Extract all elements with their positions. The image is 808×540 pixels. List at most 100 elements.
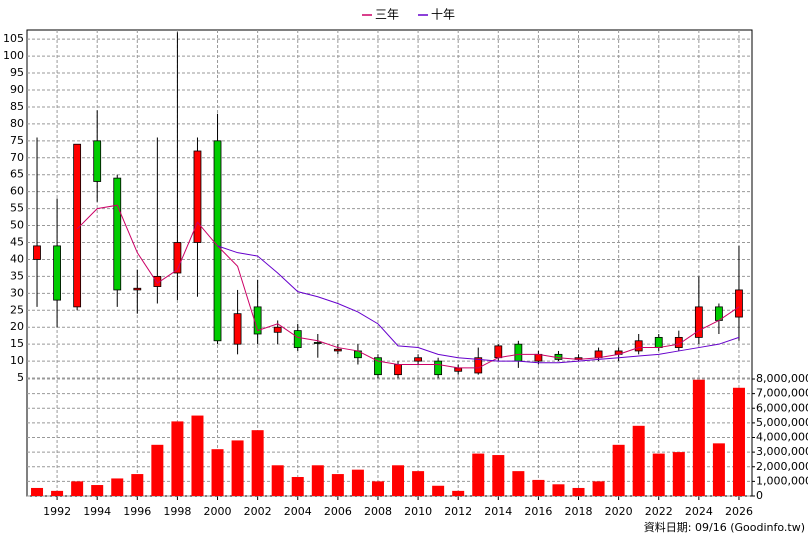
candle-body bbox=[474, 357, 483, 374]
volume-bar bbox=[732, 387, 745, 496]
candle-body bbox=[113, 177, 122, 291]
x-tick-label: 2018 bbox=[565, 505, 593, 518]
x-tick-label: 2010 bbox=[404, 505, 432, 518]
candle-body bbox=[293, 330, 302, 348]
volume-bar bbox=[412, 471, 425, 496]
y-tick-label: 60 bbox=[10, 185, 24, 198]
volume-bar bbox=[251, 430, 264, 496]
x-tick-label: 2012 bbox=[444, 505, 472, 518]
x-tick-label: 1998 bbox=[163, 505, 191, 518]
volume-bar bbox=[331, 474, 344, 496]
volume-bar bbox=[632, 425, 645, 496]
y2-tick-label: 3,000,000 bbox=[756, 445, 808, 458]
candle-body bbox=[735, 289, 743, 318]
candle-body bbox=[153, 275, 162, 287]
candle-body bbox=[434, 360, 443, 376]
y-tick-label: 15 bbox=[10, 337, 24, 350]
volume-bar bbox=[532, 479, 545, 496]
candle-body bbox=[694, 306, 703, 338]
candle-body bbox=[514, 343, 523, 362]
x-tick-label: 2008 bbox=[364, 505, 392, 518]
candle-body bbox=[233, 313, 242, 345]
volume-bar bbox=[51, 490, 64, 496]
x-tick-label: 2000 bbox=[204, 505, 232, 518]
candle-body bbox=[494, 345, 503, 359]
volume-bar bbox=[652, 453, 665, 496]
series-line bbox=[76, 204, 740, 369]
volume-bar bbox=[131, 474, 144, 496]
volume-bar bbox=[552, 484, 565, 496]
y-tick-label: 45 bbox=[10, 236, 24, 249]
x-tick-label: 2006 bbox=[324, 505, 352, 518]
x-tick-label: 2020 bbox=[605, 505, 633, 518]
y-tick-label: 65 bbox=[10, 168, 24, 181]
y-tick-label: 35 bbox=[10, 269, 24, 282]
candle-body bbox=[73, 143, 82, 308]
legend-label: 三年 bbox=[375, 8, 399, 22]
candle-body bbox=[374, 357, 382, 376]
candle-body bbox=[454, 367, 463, 372]
volume-bar bbox=[371, 481, 384, 496]
volume-bar bbox=[351, 469, 364, 496]
candle-body bbox=[394, 364, 402, 376]
candle-body bbox=[273, 326, 282, 333]
volume-bar bbox=[492, 455, 505, 496]
volume-bar bbox=[311, 465, 324, 496]
volume-bar bbox=[151, 444, 164, 496]
volume-bar bbox=[231, 440, 244, 496]
volume-bar bbox=[452, 490, 465, 496]
y2-tick-label: 8,000,000 bbox=[756, 372, 808, 385]
y-tick-label: 105 bbox=[3, 32, 24, 45]
x-tick-label: 2014 bbox=[484, 505, 512, 518]
volume-bar bbox=[692, 379, 705, 496]
x-tick-label: 2004 bbox=[284, 505, 312, 518]
candle-body bbox=[193, 150, 202, 243]
volume-bar bbox=[271, 465, 284, 496]
plot-frame bbox=[26, 29, 753, 497]
candle-body bbox=[133, 287, 142, 291]
volume-bar bbox=[291, 476, 304, 496]
candle-body bbox=[173, 242, 182, 274]
candle-body bbox=[93, 140, 102, 182]
x-tick-label: 2024 bbox=[685, 505, 713, 518]
y2-tick-label: 0 bbox=[756, 489, 763, 502]
volume-bar bbox=[672, 452, 685, 496]
y-tick-label: 100 bbox=[3, 49, 24, 62]
y-tick-label: 75 bbox=[10, 134, 24, 147]
y-tick-label: 55 bbox=[10, 202, 24, 215]
x-tick-label: 2016 bbox=[524, 505, 552, 518]
footer: 資料日期: 09/16 (Goodinfo.tw) bbox=[644, 520, 805, 534]
series-line bbox=[217, 245, 740, 364]
candle-body bbox=[53, 245, 61, 301]
candle-body bbox=[213, 140, 222, 342]
y-tick-label: 95 bbox=[10, 66, 24, 79]
volume-bar bbox=[712, 443, 725, 496]
volume-bar bbox=[572, 487, 585, 496]
y-tick-label: 70 bbox=[10, 151, 24, 164]
y-tick-label: 5 bbox=[17, 371, 24, 384]
candle-body bbox=[414, 357, 422, 362]
y-tick-label: 30 bbox=[10, 286, 24, 299]
x-tick-label: 1996 bbox=[123, 505, 151, 518]
y2-tick-label: 4,000,000 bbox=[756, 431, 808, 444]
candle-body bbox=[33, 245, 41, 260]
volume-bar bbox=[91, 485, 104, 496]
y-tick-label: 10 bbox=[10, 354, 24, 367]
y-tick-label: 90 bbox=[10, 83, 24, 96]
y-tick-label: 20 bbox=[10, 320, 24, 333]
volume-bar bbox=[71, 481, 84, 496]
candle-body bbox=[594, 350, 603, 359]
volume-bar bbox=[392, 465, 405, 496]
volume-bar bbox=[211, 449, 224, 496]
candle-body bbox=[634, 340, 643, 352]
x-tick-label: 2002 bbox=[244, 505, 272, 518]
y2-tick-label: 2,000,000 bbox=[756, 460, 808, 473]
candle-body bbox=[313, 342, 322, 344]
y-tick-label: 80 bbox=[10, 117, 24, 130]
y2-tick-label: 6,000,000 bbox=[756, 401, 808, 414]
y2-tick-label: 1,000,000 bbox=[756, 474, 808, 487]
legend-label: 十年 bbox=[431, 8, 455, 22]
volume-bar bbox=[31, 487, 44, 496]
volume-bar bbox=[171, 421, 184, 496]
